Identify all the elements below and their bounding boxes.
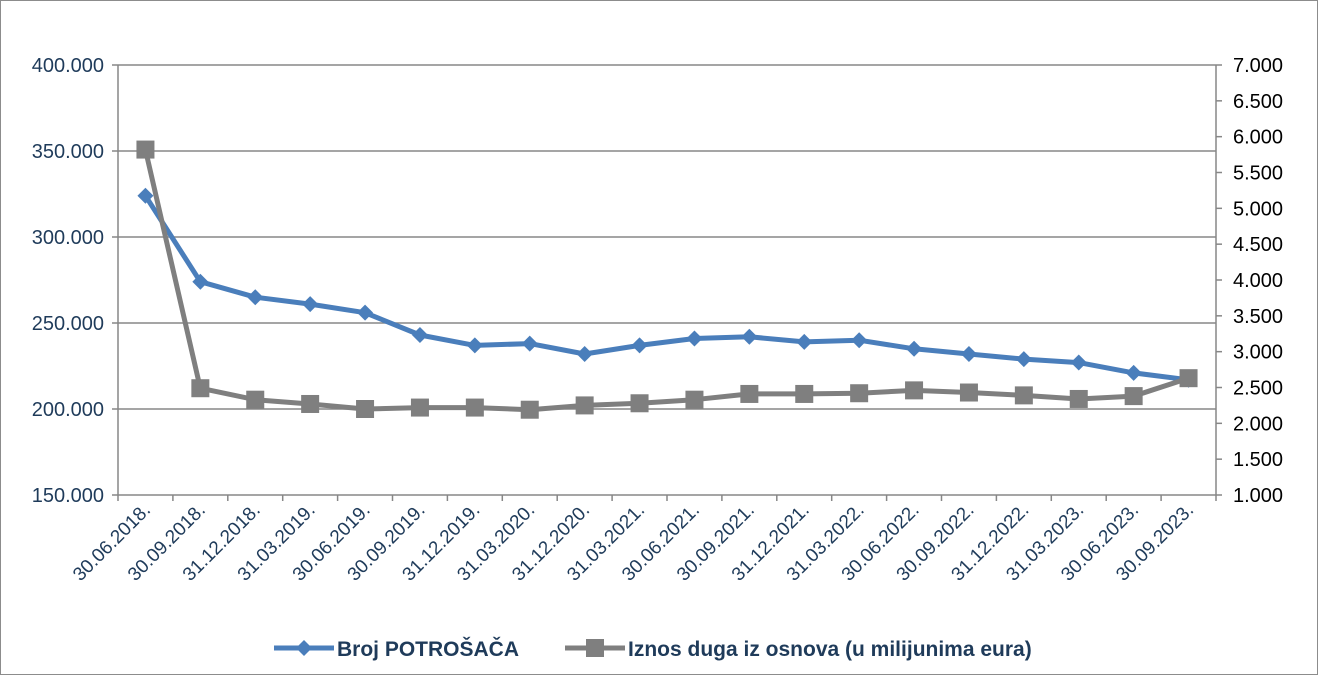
data-point-square bbox=[136, 140, 155, 159]
data-point-square bbox=[575, 396, 594, 415]
data-point-diamond bbox=[631, 337, 648, 354]
right-tick-label: 3.000 bbox=[1233, 342, 1283, 364]
data-point-diamond bbox=[1070, 354, 1087, 371]
left-tick-label: 150.000 bbox=[32, 485, 104, 507]
right-tick-label: 1.000 bbox=[1233, 485, 1283, 507]
data-point-diamond bbox=[192, 273, 209, 290]
data-point-diamond bbox=[960, 345, 977, 362]
data-point-square bbox=[959, 383, 978, 402]
data-point-square bbox=[520, 400, 539, 419]
data-point-square bbox=[246, 390, 265, 409]
data-point-diamond bbox=[302, 296, 319, 313]
right-tick-label: 7.000 bbox=[1233, 55, 1283, 77]
gridlines bbox=[118, 64, 1216, 410]
right-tick-label: 4.500 bbox=[1233, 234, 1283, 256]
x-axis-ticks: 30.06.2018.30.09.2018.31.12.2018.31.03.2… bbox=[69, 500, 1198, 586]
left-tick-label: 300.000 bbox=[32, 227, 104, 249]
right-tick-label: 1.500 bbox=[1233, 449, 1283, 471]
right-tick-label: 5.500 bbox=[1233, 163, 1283, 185]
series-line-2 bbox=[142, 149, 1190, 413]
data-point-diamond bbox=[1015, 351, 1032, 368]
legend-marker-diamond bbox=[296, 640, 312, 656]
data-point-diamond bbox=[466, 337, 483, 354]
data-point-square bbox=[630, 394, 649, 413]
legend: Broj POTROŠAČA Iznos duga iz osnova (u m… bbox=[274, 637, 1032, 661]
axes bbox=[112, 64, 1222, 501]
right-tick-label: 3.500 bbox=[1233, 306, 1283, 328]
data-point-square bbox=[1014, 386, 1033, 405]
data-point-diamond bbox=[686, 330, 703, 347]
legend-label-series-2: Iznos duga iz osnova (u milijunima eura) bbox=[628, 638, 1032, 661]
data-point-square bbox=[850, 384, 869, 403]
right-tick-label: 2.000 bbox=[1233, 413, 1283, 435]
left-tick-label: 250.000 bbox=[32, 313, 104, 335]
data-point-diamond bbox=[796, 333, 813, 350]
right-tick-label: 4.000 bbox=[1233, 270, 1283, 292]
data-point-diamond bbox=[357, 304, 374, 321]
data-point-square bbox=[356, 400, 375, 418]
data-point-square bbox=[795, 384, 814, 403]
right-tick-label: 2.500 bbox=[1233, 378, 1283, 400]
left-axis-ticks: 150.000 200.000 250.000 300.000 350.000 400.0… bbox=[32, 55, 104, 507]
data-point-square bbox=[191, 379, 210, 398]
data-point-diamond bbox=[576, 345, 593, 362]
right-tick-label: 6.500 bbox=[1233, 91, 1283, 113]
data-point-diamond bbox=[137, 187, 154, 204]
data-point-square bbox=[740, 384, 759, 403]
data-point-square bbox=[410, 398, 429, 417]
series-line-1 bbox=[143, 194, 1189, 383]
data-point-square bbox=[465, 398, 484, 417]
data-point-square bbox=[1124, 387, 1143, 406]
right-tick-label: 5.000 bbox=[1233, 198, 1283, 220]
data-point-diamond bbox=[411, 327, 428, 344]
right-axis-ticks: 1.000 1.500 2.000 2.500 3.000 3.500 4.000 4.500… bbox=[1233, 55, 1283, 507]
legend-item-series-2: Iznos duga iz osnova (u milijunima eura) bbox=[565, 638, 1032, 661]
data-point-diamond bbox=[906, 340, 923, 357]
legend-item-series-1: Broj POTROŠAČA bbox=[274, 637, 519, 661]
legend-label-series-1: Broj POTROŠAČA bbox=[337, 637, 519, 661]
right-tick-label: 6.000 bbox=[1233, 127, 1283, 149]
data-point-square bbox=[1179, 369, 1198, 388]
data-point-diamond bbox=[1125, 364, 1142, 381]
data-point-square bbox=[301, 394, 320, 413]
data-point-diamond bbox=[851, 332, 868, 349]
data-point-square bbox=[1069, 389, 1088, 408]
left-tick-label: 400.000 bbox=[32, 55, 104, 77]
legend-marker-square bbox=[586, 639, 604, 657]
data-point-square bbox=[685, 390, 704, 409]
data-point-diamond bbox=[247, 289, 264, 306]
left-tick-label: 200.000 bbox=[32, 399, 104, 421]
data-point-diamond bbox=[521, 335, 538, 352]
left-tick-label: 350.000 bbox=[32, 141, 104, 163]
data-point-diamond bbox=[741, 328, 758, 345]
series-group bbox=[136, 140, 1198, 419]
data-point-square bbox=[905, 381, 924, 400]
